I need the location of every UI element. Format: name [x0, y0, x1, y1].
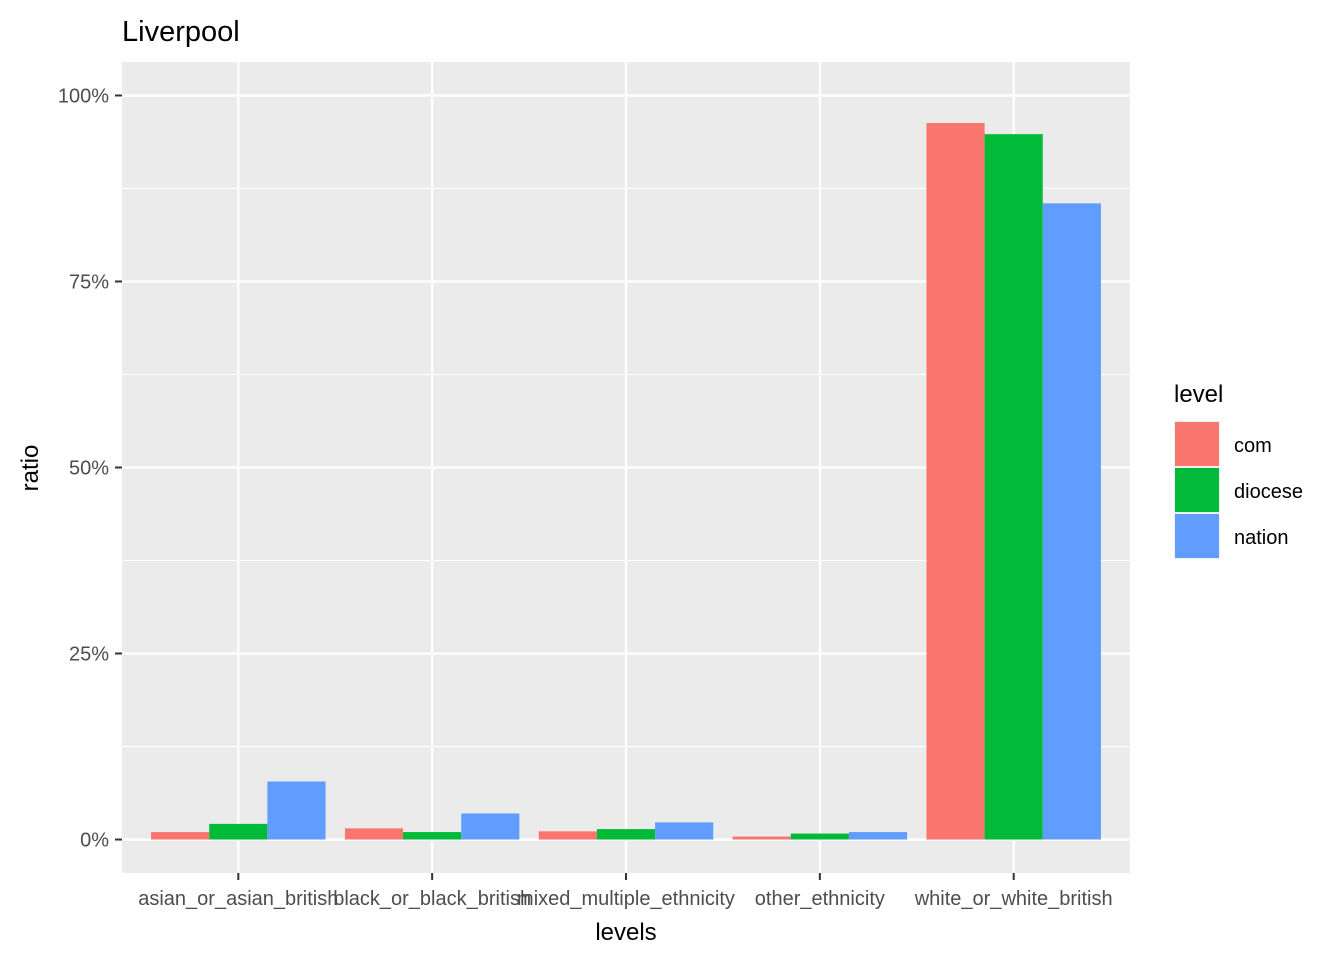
- legend-swatch-com: [1175, 422, 1219, 466]
- legend-title: level: [1174, 381, 1223, 408]
- bar-nation-white_or_white_british: [1042, 203, 1101, 840]
- legend-label-com: com: [1234, 435, 1272, 457]
- bars-layer: [151, 123, 1101, 840]
- bar-com-other_ethnicity: [732, 836, 791, 840]
- y-tick-label: 50%: [69, 458, 109, 480]
- bar-nation-mixed_multiple_ethnicity: [655, 822, 714, 840]
- x-axis-ticks: asian_or_asian_britishblack_or_black_bri…: [138, 873, 1113, 910]
- bar-nation-other_ethnicity: [848, 832, 908, 840]
- y-tick-label: 100%: [58, 85, 109, 107]
- bar-com-asian_or_asian_british: [151, 832, 210, 840]
- x-tick-label: white_or_white_british: [914, 888, 1113, 910]
- x-tick-label: asian_or_asian_british: [138, 888, 338, 910]
- bar-nation-asian_or_asian_british: [267, 781, 326, 840]
- y-tick-label: 75%: [69, 271, 109, 293]
- bar-com-black_or_black_british: [344, 828, 404, 840]
- bar-diocese-mixed_multiple_ethnicity: [596, 829, 656, 840]
- x-tick-label: mixed_multiple_ethnicity: [517, 888, 735, 910]
- bar-diocese-asian_or_asian_british: [209, 823, 268, 840]
- bar-diocese-black_or_black_british: [403, 832, 462, 840]
- legend-label-nation: nation: [1234, 527, 1289, 549]
- bar-com-mixed_multiple_ethnicity: [538, 831, 597, 840]
- legend-swatch-nation: [1175, 514, 1219, 558]
- y-axis-ticks: 0% 25% 50% 75% 100%: [58, 85, 122, 852]
- x-tick-label: black_or_black_british: [333, 888, 531, 910]
- legend-swatch-diocese: [1175, 468, 1219, 512]
- y-tick-label: 0%: [80, 830, 109, 852]
- y-axis-title: ratio: [17, 445, 44, 492]
- bar-diocese-other_ethnicity: [790, 833, 849, 840]
- bar-nation-black_or_black_british: [461, 813, 520, 840]
- chart-title: Liverpool: [122, 16, 240, 48]
- y-tick-label: 25%: [69, 644, 109, 666]
- legend: level com diocese nation: [1174, 381, 1303, 559]
- bar-diocese-white_or_white_british: [984, 134, 1043, 840]
- bar-com-white_or_white_british: [926, 123, 985, 840]
- legend-label-diocese: diocese: [1234, 481, 1303, 503]
- x-tick-label: other_ethnicity: [755, 888, 885, 910]
- x-axis-title: levels: [595, 919, 656, 946]
